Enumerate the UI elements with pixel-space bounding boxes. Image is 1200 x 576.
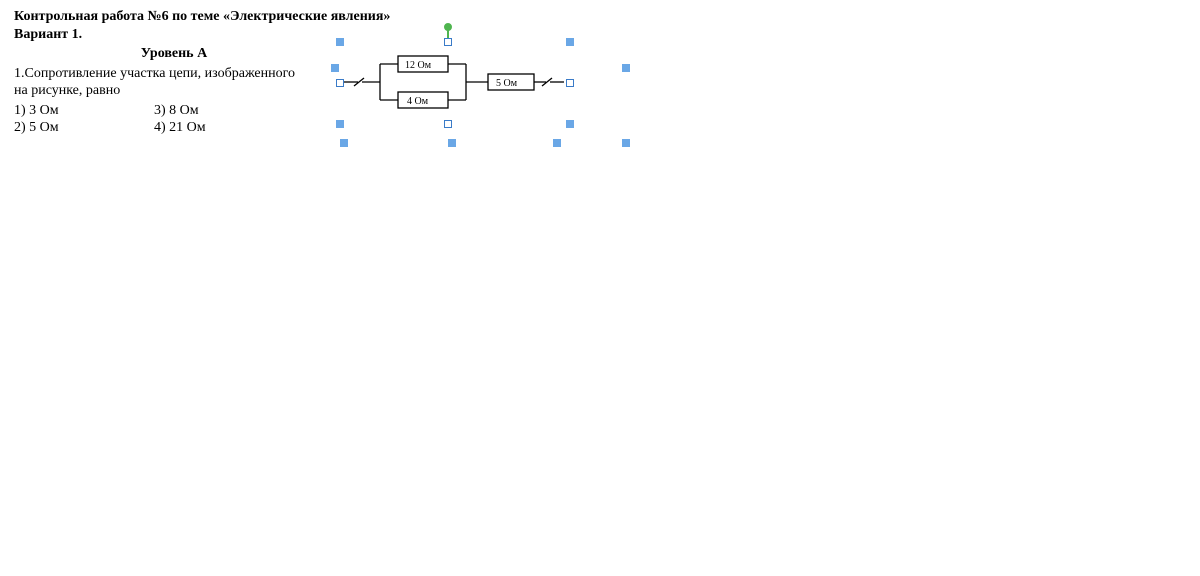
resize-handle-top[interactable] <box>444 38 452 46</box>
question-line-1: 1.Сопротивление участка цепи, изображенн… <box>14 66 295 81</box>
options-col-2: 3) 8 Ом 4) 21 Ом <box>154 102 294 137</box>
resistor-3-label: 5 Ом <box>496 78 518 89</box>
circuit-object[interactable]: 12 Ом 4 Ом 5 Ом <box>340 42 570 122</box>
resistor-1-label: 12 Ом <box>405 60 432 71</box>
resize-handle-tl[interactable] <box>336 38 344 46</box>
guide-dot[interactable] <box>448 139 456 147</box>
answer-options: 1) 3 Ом 2) 5 Ом 3) 8 Ом 4) 21 Ом <box>14 102 1186 137</box>
resize-handle-bottom[interactable] <box>444 120 452 128</box>
option-2: 2) 5 Ом <box>14 119 154 137</box>
resize-handle-tr[interactable] <box>566 38 574 46</box>
resistor-2-label: 4 Ом <box>407 96 429 107</box>
options-col-1: 1) 3 Ом 2) 5 Ом <box>14 102 154 137</box>
resize-handle-right[interactable] <box>566 79 574 87</box>
document-page: Контрольная работа №6 по теме «Электриче… <box>0 0 1200 145</box>
option-3: 3) 8 Ом <box>154 102 294 120</box>
guide-dot[interactable] <box>553 139 561 147</box>
level-heading: Уровень А <box>14 45 334 63</box>
question-text: 1.Сопротивление участка цепи, изображенн… <box>14 65 334 100</box>
option-1: 1) 3 Ом <box>14 102 154 120</box>
title: Контрольная работа №6 по теме «Электриче… <box>14 8 1186 26</box>
guide-dot[interactable] <box>622 64 630 72</box>
guide-dot[interactable] <box>340 139 348 147</box>
variant: Вариант 1. <box>14 26 1186 44</box>
option-4: 4) 21 Ом <box>154 119 294 137</box>
resize-handle-bl[interactable] <box>336 120 344 128</box>
guide-dot[interactable] <box>331 64 339 72</box>
resize-handle-br[interactable] <box>566 120 574 128</box>
resize-handle-left[interactable] <box>336 79 344 87</box>
rotation-handle[interactable] <box>444 23 452 31</box>
circuit-diagram: 12 Ом 4 Ом 5 Ом <box>340 42 570 122</box>
question-line-2: на рисунке, равно <box>14 83 120 98</box>
guide-dot[interactable] <box>622 139 630 147</box>
